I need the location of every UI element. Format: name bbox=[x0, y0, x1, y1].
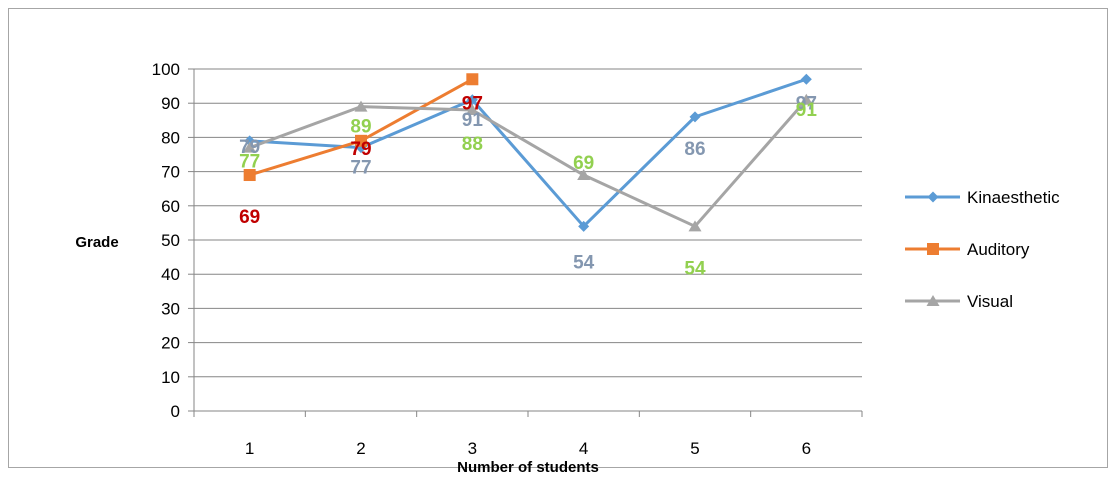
x-tick-label: 4 bbox=[579, 439, 588, 458]
series-line bbox=[249, 77, 807, 228]
data-label: 77 bbox=[239, 152, 260, 173]
data-label: 79 bbox=[239, 137, 260, 158]
diamond-marker bbox=[466, 94, 478, 106]
y-tick-label: 20 bbox=[161, 334, 180, 353]
y-tick-label: 60 bbox=[161, 197, 180, 216]
x-tick-label: 6 bbox=[802, 439, 811, 458]
diamond-marker bbox=[578, 220, 590, 232]
y-tick-label: 40 bbox=[161, 265, 180, 284]
diamond-marker bbox=[800, 73, 812, 85]
data-label: 69 bbox=[573, 153, 594, 174]
data-label: 54 bbox=[684, 258, 706, 279]
legend-label: Kinaesthetic bbox=[967, 188, 1060, 207]
y-tick-label: 0 bbox=[171, 402, 180, 421]
x-tick-label: 5 bbox=[690, 439, 699, 458]
y-tick-label: 80 bbox=[161, 128, 180, 147]
legend-label: Visual bbox=[967, 292, 1013, 311]
y-tick-label: 90 bbox=[161, 94, 180, 113]
data-label: 91 bbox=[462, 110, 484, 131]
data-label: 77 bbox=[350, 158, 371, 179]
y-tick-label: 100 bbox=[152, 60, 180, 79]
square-marker bbox=[466, 73, 479, 86]
series-line bbox=[249, 98, 808, 228]
diamond-marker bbox=[689, 111, 701, 123]
triangle-marker bbox=[243, 141, 257, 153]
diamond-marker bbox=[244, 135, 256, 147]
y-tick-label: 30 bbox=[161, 299, 180, 318]
y-tick-label: 70 bbox=[161, 163, 180, 182]
x-tick-label: 1 bbox=[245, 439, 254, 458]
square-marker bbox=[355, 134, 367, 147]
legend-label: Auditory bbox=[967, 240, 1030, 259]
y-axis-title: Grade bbox=[75, 234, 118, 251]
data-label: 86 bbox=[684, 139, 705, 160]
triangle-marker bbox=[465, 104, 479, 116]
data-label: 54 bbox=[573, 252, 595, 273]
square-marker bbox=[927, 243, 939, 255]
data-label: 97 bbox=[462, 93, 483, 114]
data-label: 79 bbox=[350, 139, 371, 160]
triangle-marker bbox=[799, 93, 813, 105]
x-tick-label: 3 bbox=[468, 439, 477, 458]
chart-frame bbox=[8, 8, 1108, 468]
data-label: 69 bbox=[239, 207, 260, 228]
triangle-marker bbox=[926, 295, 940, 306]
data-label: 89 bbox=[350, 117, 371, 138]
square-marker bbox=[243, 169, 256, 182]
data-label: 91 bbox=[796, 100, 818, 121]
x-axis-title: Number of students bbox=[457, 459, 599, 476]
y-tick-label: 50 bbox=[161, 231, 180, 250]
x-tick-label: 2 bbox=[356, 439, 365, 458]
data-label: 97 bbox=[796, 93, 817, 114]
triangle-marker bbox=[577, 169, 591, 181]
triangle-marker bbox=[688, 220, 702, 232]
data-label: 88 bbox=[462, 134, 483, 155]
y-tick-label: 10 bbox=[161, 368, 180, 387]
triangle-marker bbox=[354, 100, 368, 112]
diamond-marker bbox=[927, 191, 939, 203]
